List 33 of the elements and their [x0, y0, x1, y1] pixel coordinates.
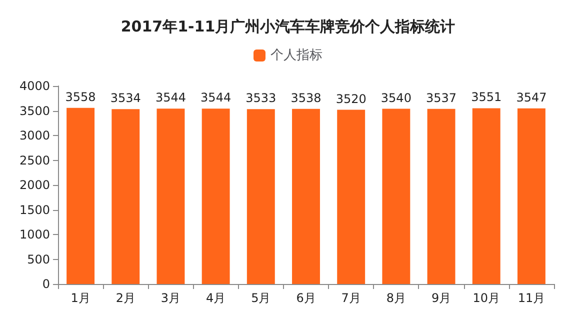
- data-label: 3551: [471, 90, 502, 104]
- y-tick-label: 2500: [19, 153, 50, 168]
- y-tick-label: 3000: [19, 128, 50, 142]
- x-tick-label: 11月: [518, 291, 546, 305]
- data-label: 3537: [426, 90, 457, 105]
- y-tick-label: 4000: [19, 79, 50, 93]
- x-tick-label: 4月: [206, 291, 226, 305]
- y-tick-label: 0: [42, 277, 50, 291]
- y-tick-label: 1000: [19, 228, 50, 242]
- x-tick-label: 7月: [341, 291, 361, 305]
- x-tick-label: 9月: [431, 291, 452, 305]
- y-tick-label: 1500: [19, 202, 50, 217]
- data-label: 3534: [110, 91, 141, 106]
- data-label: 3520: [336, 92, 366, 106]
- y-tick-label: 500: [27, 252, 50, 266]
- x-tick-label: 1月: [70, 291, 90, 305]
- x-tick-label: 6月: [296, 291, 316, 305]
- chart-title: 2017年1-11月广州小汽车车牌竞价个人指标统计: [120, 18, 456, 36]
- y-tick-label: 2000: [19, 178, 50, 192]
- x-tick-label: 5月: [251, 291, 271, 305]
- data-label: 3538: [290, 90, 322, 105]
- data-label: 3544: [200, 90, 232, 105]
- x-tick-label: 3月: [160, 291, 181, 305]
- x-tick-label: 10月: [472, 291, 500, 305]
- x-tick-label: 2月: [116, 291, 136, 305]
- x-tick-label: 8月: [386, 291, 406, 305]
- y-tick-label: 3500: [19, 104, 50, 118]
- data-label: 3558: [65, 90, 96, 104]
- data-label: 3547: [516, 90, 547, 104]
- data-label: 3533: [246, 91, 276, 106]
- legend-label: 个人指标: [270, 48, 322, 63]
- data-label: 3540: [380, 90, 412, 105]
- data-label: 3544: [155, 90, 186, 105]
